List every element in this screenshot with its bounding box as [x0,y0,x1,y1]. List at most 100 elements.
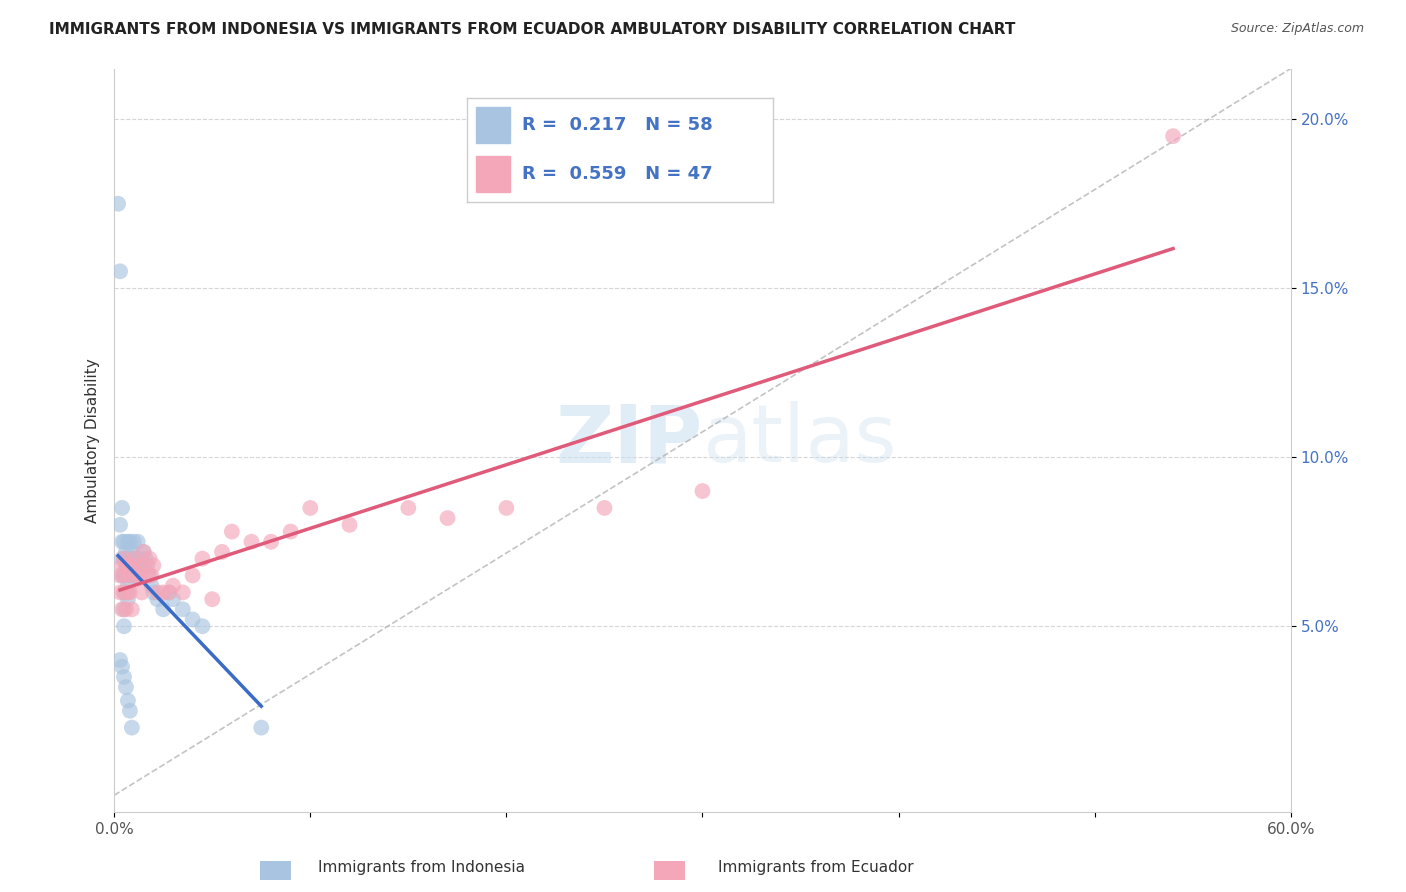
Text: atlas: atlas [703,401,897,479]
Point [131,558,153,573]
Point [191,619,214,633]
Point [121,721,143,735]
Point [152,602,174,616]
Point [128,568,150,582]
Point [115,680,138,694]
Point [112,585,135,599]
Point [122,551,145,566]
Point [115,558,138,573]
Point [117,585,139,599]
Point [118,704,141,718]
Point [152,585,174,599]
Point [122,551,145,566]
Point [115,602,138,616]
Point [121,558,143,573]
Point [121,558,143,573]
Point [132,545,155,559]
Point [495,500,517,515]
Point [111,500,134,515]
Point [108,653,131,667]
Point [280,524,302,539]
Point [112,568,135,582]
Text: IMMIGRANTS FROM INDONESIA VS IMMIGRANTS FROM ECUADOR AMBULATORY DISABILITY CORRE: IMMIGRANTS FROM INDONESIA VS IMMIGRANTS … [49,22,1015,37]
Point [172,602,194,616]
Point [141,579,163,593]
Point [162,592,184,607]
Text: ZIP: ZIP [555,401,703,479]
Y-axis label: Ambulatory Disability: Ambulatory Disability [86,358,100,523]
Point [108,264,131,278]
Point [1161,129,1184,144]
Point [128,551,150,566]
Point [125,568,148,582]
Point [117,579,139,593]
Point [115,568,138,582]
Point [181,612,204,626]
Point [299,500,322,515]
Point [118,585,141,599]
Point [107,196,129,211]
Point [240,534,263,549]
Text: Immigrants from Indonesia: Immigrants from Indonesia [318,861,526,875]
Point [117,693,139,707]
Point [115,545,138,559]
Point [118,568,141,582]
Point [108,568,131,582]
Point [211,545,233,559]
Point [111,558,134,573]
Point [127,534,149,549]
Point [118,568,141,582]
Text: Immigrants from Ecuador: Immigrants from Ecuador [717,861,914,875]
Point [250,721,273,735]
Point [115,585,138,599]
Point [112,585,135,599]
Point [141,568,163,582]
Point [128,568,150,582]
Point [117,558,139,573]
Point [131,585,153,599]
Point [136,568,159,582]
Point [157,585,180,599]
Point [111,660,134,674]
Point [162,579,184,593]
Point [111,534,134,549]
Point [117,592,139,607]
Point [593,500,616,515]
Point [112,619,135,633]
Point [108,517,131,532]
Point [122,568,145,582]
Point [142,558,165,573]
Point [118,551,141,566]
Point [692,483,714,498]
Point [146,585,169,599]
Point [118,534,141,549]
Point [172,585,194,599]
Point [111,602,134,616]
Point [125,551,148,566]
Point [191,551,214,566]
Point [221,524,243,539]
Text: Source: ZipAtlas.com: Source: ZipAtlas.com [1230,22,1364,36]
Point [201,592,224,607]
Point [115,558,138,573]
Point [135,558,157,573]
Point [136,558,159,573]
Point [181,568,204,582]
Point [157,585,180,599]
Point [135,551,157,566]
Point [142,585,165,599]
Point [260,534,283,549]
Point [132,545,155,559]
Point [108,585,131,599]
Point [111,568,134,582]
Point [112,602,135,616]
Point [111,551,134,566]
Point [121,545,143,559]
Point [146,592,169,607]
Point [436,511,458,525]
Point [112,670,135,684]
Point [138,551,160,566]
Point [396,500,419,515]
Point [339,517,361,532]
Point [117,534,139,549]
